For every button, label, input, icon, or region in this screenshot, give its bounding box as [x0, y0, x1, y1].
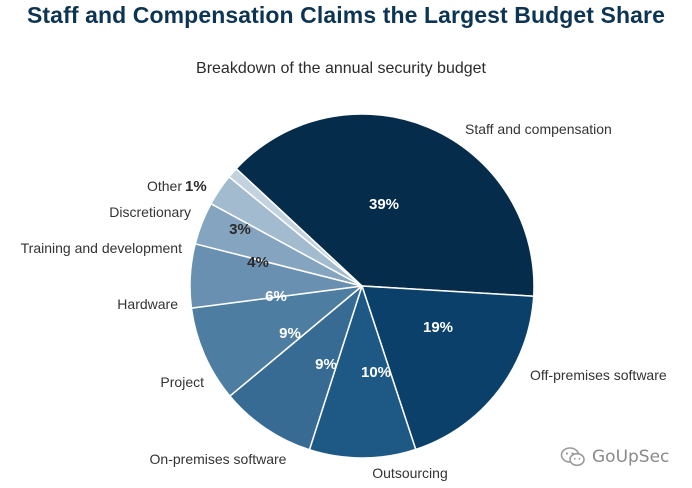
value-label-discretionary: 3%: [229, 221, 251, 238]
page-title: Staff and Compensation Claims the Larges…: [26, 2, 665, 28]
category-label-project: Project: [160, 374, 204, 390]
value-label-project: 9%: [279, 325, 301, 342]
category-label-off-premises-software: Off-premises software: [530, 367, 667, 383]
value-label-outsourcing: 10%: [361, 364, 391, 381]
watermark: GoUpSec: [560, 446, 669, 468]
pie-slice-on-premises-software: [229, 285, 363, 451]
value-label-training-and-development: 4%: [247, 254, 269, 271]
pie-slice-staff-and-compensation: [235, 113, 535, 297]
value-label-on-premises-software: 9%: [315, 356, 337, 373]
pie-slice-other: [228, 167, 363, 287]
category-label-on-premises-software: On-premises software: [150, 451, 287, 467]
category-label-discretionary: Discretionary: [109, 204, 191, 220]
category-label-hardware: Hardware: [117, 296, 178, 312]
value-label-off-premises-software: 19%: [423, 319, 453, 336]
value-label-other: 1%: [185, 178, 207, 195]
chart-subtitle: Breakdown of the annual security budget: [196, 60, 486, 77]
pie-slice-off-premises-software: [361, 285, 535, 451]
pie-slice-project: [190, 285, 363, 397]
category-label-outsourcing: Outsourcing: [372, 465, 447, 481]
category-label-training-and-development: Training and development: [21, 240, 182, 256]
pie-slice-outsourcing: [308, 285, 417, 459]
wechat-icon: [560, 446, 586, 468]
watermark-text: GoUpSec: [592, 447, 670, 467]
category-label-staff-and-compensation: Staff and compensation: [465, 121, 612, 137]
value-label-staff-and-compensation: 39%: [369, 196, 399, 213]
category-label-other: Other: [147, 178, 182, 194]
value-label-hardware: 6%: [265, 288, 287, 305]
